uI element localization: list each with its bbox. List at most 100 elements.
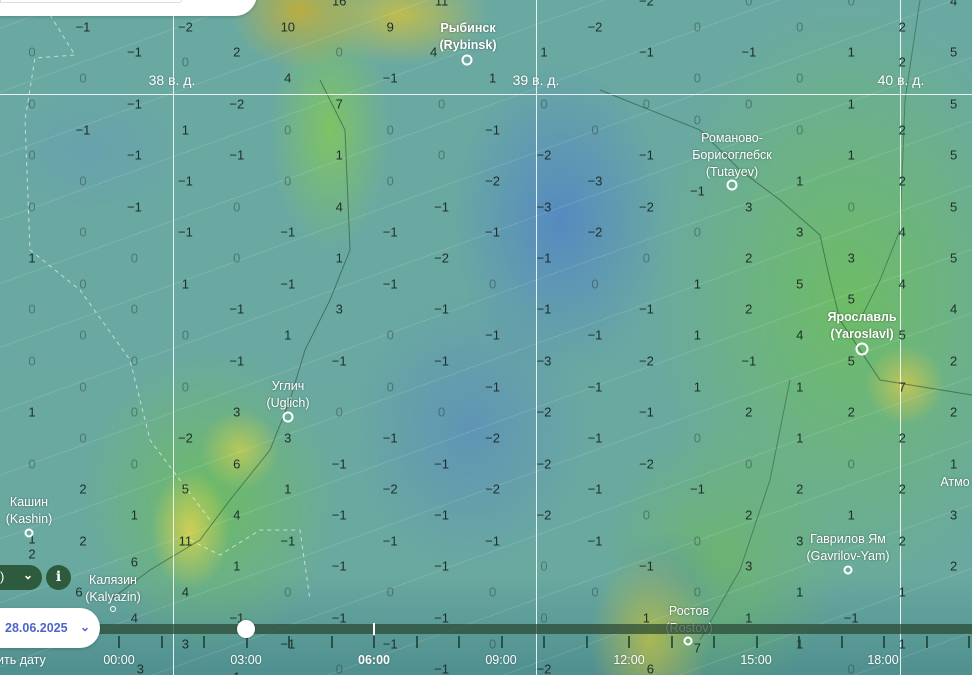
temperature-value: 0 — [181, 379, 190, 394]
city-uglich[interactable]: Углич (Uglich) — [266, 378, 309, 412]
temperature-value: 0 — [386, 173, 394, 189]
layer-selector[interactable]: ) ⌄ — [0, 565, 42, 590]
city-tutayev[interactable]: Романово- Борисоглебск (Tutayev) — [692, 130, 772, 181]
temperature-value: 3 — [796, 533, 804, 549]
city-marker-yaroslavl[interactable] — [855, 342, 869, 356]
hour-label[interactable]: 00:00 — [103, 653, 135, 667]
temperature-value: 0 — [130, 250, 139, 266]
city-yaroslavl[interactable]: Ярославль (Yaroslavl) — [827, 309, 896, 343]
search-input[interactable] — [0, 0, 182, 3]
city-name: Гаврилов Ям — [810, 532, 886, 546]
temperature-value: 4 — [796, 327, 804, 343]
temperature-value: −1 — [638, 301, 654, 317]
hour-label[interactable]: 12:00 — [613, 653, 645, 667]
city-marker-rostov[interactable] — [683, 636, 693, 646]
city-marker-rybinsk[interactable] — [461, 54, 473, 66]
temperature-value: −1 — [177, 224, 193, 240]
temperature-value: 0 — [28, 301, 36, 317]
city-rybinsk[interactable]: Рыбинск (Rybinsk) — [440, 20, 497, 54]
temperature-value: −1 — [536, 301, 552, 317]
temperature-value: 5 — [181, 481, 190, 497]
timeline-tick — [968, 636, 970, 648]
temperature-value: 0 — [591, 584, 599, 600]
temperature-value: 5 — [949, 44, 958, 60]
temperature-value: 6 — [75, 584, 83, 600]
timeline-slider-handle[interactable] — [237, 620, 255, 638]
temperature-value: 0 — [693, 19, 702, 35]
temperature-value: −1 — [485, 224, 501, 240]
temperature-value: 0 — [540, 96, 548, 112]
temperature-value: 2 — [233, 44, 241, 60]
temperature-value: −1 — [638, 147, 654, 163]
temperature-value: 0 — [693, 70, 702, 86]
timeline-tick — [330, 636, 333, 648]
chevron-down-icon: ⌄ — [80, 620, 91, 634]
city-marker-kashin[interactable] — [24, 528, 34, 538]
city-latin-name: (Yaroslavl) — [830, 327, 894, 341]
temperature-value: 1 — [284, 327, 292, 343]
city-marker-tutayev[interactable] — [726, 179, 738, 191]
temperature-value: 0 — [693, 584, 702, 600]
temperature-value: 1 — [898, 584, 906, 600]
temperature-value: −2 — [382, 481, 398, 497]
date-picker-button[interactable]: 28.06.2025 ⌄ — [0, 608, 100, 648]
temperature-value: 0 — [745, 96, 753, 112]
temperature-value: 7 — [335, 96, 343, 112]
temperature-value: −3 — [587, 173, 603, 189]
city-kalyazin[interactable]: Калязин (Kalyazin) — [85, 572, 141, 606]
temperature-value: −1 — [485, 327, 501, 343]
temperature-value: −1 — [587, 481, 603, 497]
temperature-value: 1 — [335, 147, 343, 163]
temperature-value: 0 — [130, 301, 139, 317]
temperature-value: −1 — [434, 199, 450, 215]
city-name: Углич — [271, 379, 305, 393]
temperature-value: 1 — [28, 404, 36, 420]
temperature-value: 0 — [437, 404, 446, 420]
hour-label[interactable]: 15:00 — [740, 653, 772, 667]
temperature-value: −1 — [126, 199, 142, 215]
city-marker-kalyazin[interactable] — [110, 606, 116, 612]
timeline-tick — [458, 636, 460, 648]
temperature-value: 0 — [28, 199, 36, 215]
temperature-value: 16 — [331, 0, 347, 9]
temperature-value: 0 — [233, 199, 241, 215]
temperature-value: 1 — [540, 44, 548, 60]
temperature-value: 5 — [949, 96, 958, 112]
temperature-value: 0 — [693, 533, 702, 549]
temperature-value: −1 — [587, 430, 603, 446]
temperature-value: 1 — [796, 379, 804, 394]
info-button[interactable]: i — [46, 565, 71, 590]
hour-label[interactable]: 18:00 — [867, 653, 899, 667]
temperature-value: −1 — [434, 301, 450, 317]
temperature-value: 2 — [745, 507, 753, 523]
temperature-value: −2 — [177, 430, 193, 446]
timeline-track[interactable] — [0, 624, 972, 634]
hour-label[interactable]: 03:00 — [230, 653, 262, 667]
city-atmo-partial[interactable]: Атмо — [940, 474, 969, 491]
change-date-link[interactable]: ить дату — [0, 653, 46, 667]
temperature-value: 1 — [745, 610, 753, 626]
temperature-value: 3 — [796, 224, 804, 240]
hour-label-current[interactable]: 06:00 — [358, 653, 390, 667]
timeline-tick — [415, 636, 418, 648]
temperature-value: −1 — [382, 533, 398, 549]
city-gavrilov-yam[interactable]: Гаврилов Ям (Gavrilov-Yam) — [806, 531, 889, 565]
temperature-value: 6 — [233, 456, 241, 472]
city-marker-gavrilov-yam[interactable] — [843, 565, 853, 575]
city-kashin[interactable]: Кашин (Kashin) — [6, 494, 53, 528]
info-icon: i — [55, 569, 62, 585]
temperature-value: −2 — [434, 250, 450, 266]
timeline-tick — [755, 636, 758, 648]
temperature-value: −1 — [689, 183, 705, 199]
temperature-value: 0 — [130, 404, 139, 420]
temperature-value: 1 — [693, 327, 702, 343]
search-panel[interactable] — [0, 0, 257, 16]
temperature-value: 1 — [847, 96, 855, 112]
temperature-value: −1 — [638, 44, 654, 60]
temperature-value: −1 — [485, 379, 501, 394]
temperature-value: 0 — [847, 661, 855, 675]
hour-label[interactable]: 09:00 — [485, 653, 517, 667]
temperature-value: 0 — [488, 584, 497, 600]
city-marker-uglich[interactable] — [282, 411, 294, 423]
